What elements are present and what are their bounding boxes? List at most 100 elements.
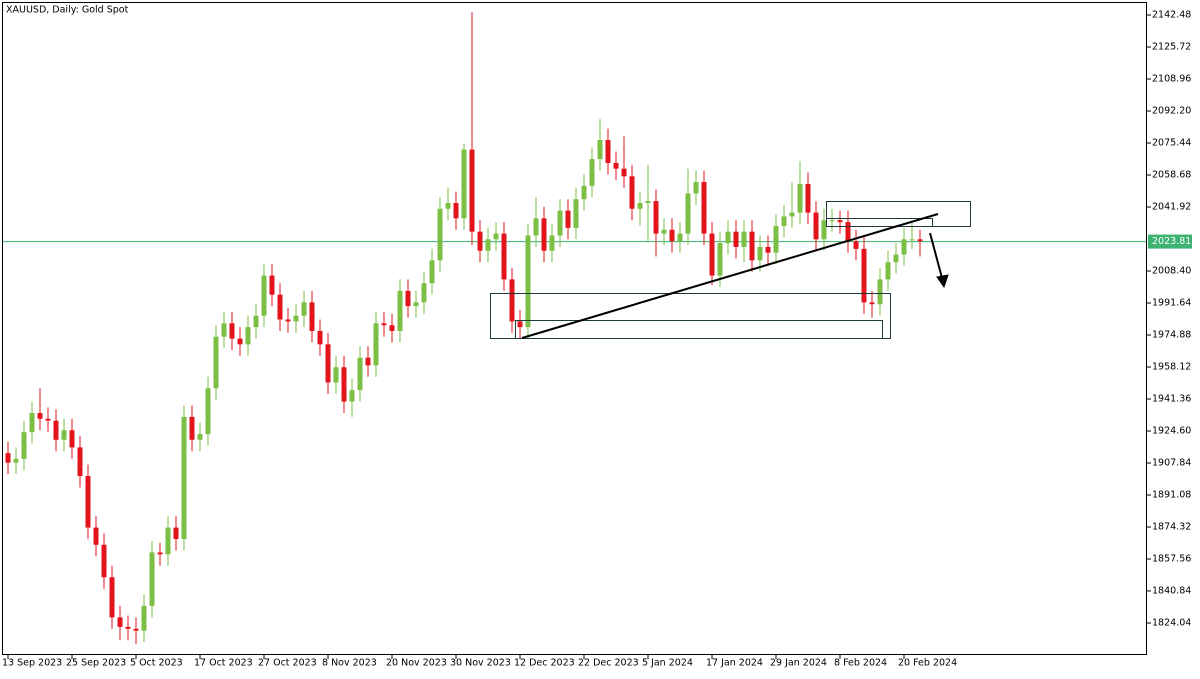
candle-body bbox=[197, 434, 203, 440]
y-tick-label: 2075.44 bbox=[1152, 138, 1191, 149]
candle-body bbox=[157, 552, 163, 555]
x-tick-label: 12 Dec 2023 bbox=[514, 658, 575, 669]
candle-body bbox=[381, 323, 387, 326]
y-tick-label: 2008.40 bbox=[1152, 266, 1191, 277]
x-tick-label: 20 Feb 2024 bbox=[898, 658, 957, 669]
y-tick-label: 2108.96 bbox=[1152, 74, 1191, 85]
candle-body bbox=[653, 201, 659, 234]
y-tick-label: 1891.08 bbox=[1152, 490, 1191, 501]
candle-body bbox=[357, 357, 363, 391]
candle-body bbox=[749, 231, 755, 261]
current-price-label: 2023.81 bbox=[1152, 236, 1191, 247]
candle-body bbox=[573, 199, 579, 228]
demand-zone-inner bbox=[515, 320, 883, 339]
y-tick-label: 2142.48 bbox=[1152, 10, 1191, 21]
candle-body bbox=[21, 432, 27, 459]
candle-body bbox=[845, 222, 851, 242]
candle-body bbox=[341, 367, 347, 402]
candle-body bbox=[709, 233, 715, 276]
candle-body bbox=[861, 248, 867, 303]
candle-body bbox=[405, 290, 411, 307]
candle-body bbox=[205, 388, 211, 435]
x-tick-label: 27 Oct 2023 bbox=[258, 658, 317, 669]
candle-body bbox=[85, 476, 91, 528]
candle-body bbox=[757, 246, 763, 261]
candle-body bbox=[253, 315, 259, 328]
candle-body bbox=[717, 243, 723, 276]
candle-body bbox=[789, 212, 795, 217]
candle-body bbox=[53, 420, 59, 440]
annotations bbox=[490, 201, 971, 339]
arrow-head bbox=[936, 274, 949, 289]
candle-body bbox=[589, 159, 595, 186]
candle-body bbox=[373, 323, 379, 366]
candle-body bbox=[109, 577, 115, 618]
candle-body bbox=[69, 430, 75, 448]
x-tick-label: 13 Sep 2023 bbox=[2, 658, 62, 669]
x-tick-label: 30 Nov 2023 bbox=[450, 658, 511, 669]
candle-body bbox=[149, 552, 155, 606]
candle-body bbox=[773, 225, 779, 253]
candle-body bbox=[685, 193, 691, 234]
candle-body bbox=[869, 302, 875, 305]
candle-body bbox=[421, 283, 427, 303]
candle-body bbox=[173, 527, 179, 540]
candle-body bbox=[77, 447, 83, 477]
y-tick-label: 1907.84 bbox=[1152, 458, 1191, 469]
candle-body bbox=[93, 527, 99, 545]
candle-body bbox=[725, 231, 731, 244]
arrow-shaft bbox=[929, 232, 943, 279]
candle-body bbox=[349, 390, 355, 402]
candle-body bbox=[141, 605, 147, 631]
chart-title: XAUUSD, Daily: Gold Spot bbox=[6, 5, 129, 16]
candle-body bbox=[877, 279, 883, 305]
x-tick-label: 17 Oct 2023 bbox=[194, 658, 253, 669]
candle-body bbox=[245, 327, 251, 345]
plot-frame bbox=[2, 2, 1147, 655]
candle-body bbox=[813, 212, 819, 240]
candle-body bbox=[765, 246, 771, 253]
current-price-tag bbox=[1148, 234, 1192, 249]
candle-body bbox=[917, 239, 923, 242]
candle-body bbox=[597, 140, 603, 160]
candle-body bbox=[781, 216, 787, 226]
candle-body bbox=[125, 626, 131, 629]
candle-body bbox=[501, 233, 507, 280]
candle-body bbox=[189, 416, 195, 440]
candle-body bbox=[437, 208, 443, 261]
candle-body bbox=[237, 338, 243, 345]
candle-body bbox=[821, 220, 827, 240]
candle-body bbox=[285, 319, 291, 322]
candle-body bbox=[269, 275, 275, 295]
candle-body bbox=[45, 418, 51, 421]
candle-body bbox=[837, 220, 843, 223]
candle-body bbox=[645, 201, 651, 204]
trend-line bbox=[521, 213, 939, 339]
candle-body bbox=[613, 162, 619, 169]
x-tick-label: 20 Nov 2023 bbox=[386, 658, 447, 669]
candle-body bbox=[445, 203, 451, 209]
candle-body bbox=[461, 149, 467, 219]
candle-body bbox=[221, 323, 227, 337]
candle-body bbox=[213, 336, 219, 389]
x-tick-label: 22 Dec 2023 bbox=[578, 658, 639, 669]
axes: 1824.04 1840.84 1857.56 1874.32 1891.08 1907.… bbox=[2, 2, 1192, 669]
candle-body bbox=[533, 218, 539, 236]
x-tick-label: 5 Jan 2024 bbox=[642, 658, 693, 669]
candle-body bbox=[397, 290, 403, 331]
candle-body bbox=[509, 279, 515, 322]
candle-body bbox=[133, 628, 139, 631]
candle-body bbox=[733, 231, 739, 247]
candle-body bbox=[829, 220, 835, 222]
candle-body bbox=[261, 275, 267, 316]
candle-body bbox=[525, 235, 531, 328]
candle-body bbox=[797, 183, 803, 213]
candle-body bbox=[5, 453, 11, 463]
candle-body bbox=[853, 241, 859, 249]
candle-body bbox=[277, 294, 283, 320]
candle-body bbox=[693, 182, 699, 194]
candle-body bbox=[61, 430, 67, 440]
